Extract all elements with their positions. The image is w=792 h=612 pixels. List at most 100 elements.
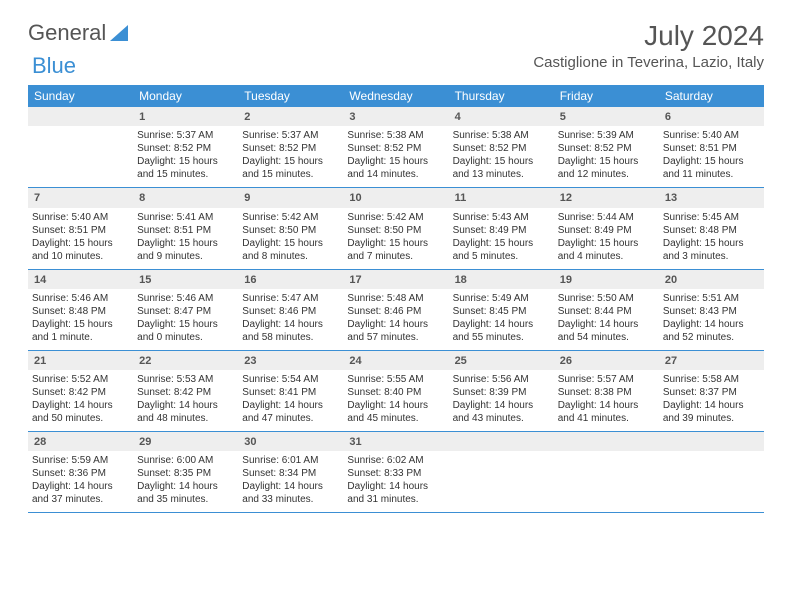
day-number-cell: 31 [343, 432, 448, 452]
sunrise-line: Sunrise: 5:53 AM [137, 373, 234, 386]
day-number-cell: 4 [449, 107, 554, 126]
sunset-line: Sunset: 8:49 PM [453, 224, 550, 237]
sunrise-line: Sunrise: 5:38 AM [453, 129, 550, 142]
day-cell: Sunrise: 6:02 AMSunset: 8:33 PMDaylight:… [343, 451, 448, 513]
sunrise-line: Sunrise: 5:43 AM [453, 211, 550, 224]
day-number-cell: 20 [659, 269, 764, 289]
day-number-cell [659, 432, 764, 452]
day-cell [449, 451, 554, 513]
day-number-cell: 18 [449, 269, 554, 289]
sunrise-line: Sunrise: 5:39 AM [558, 129, 655, 142]
daylight-line: Daylight: 15 hours and 3 minutes. [663, 237, 760, 263]
calendar-body: 123456 Sunrise: 5:37 AMSunset: 8:52 PMDa… [28, 107, 764, 513]
daylight-line: Daylight: 14 hours and 55 minutes. [453, 318, 550, 344]
daylight-line: Daylight: 14 hours and 35 minutes. [137, 480, 234, 506]
sunset-line: Sunset: 8:52 PM [558, 142, 655, 155]
sunset-line: Sunset: 8:40 PM [347, 386, 444, 399]
day-number-cell: 12 [554, 188, 659, 208]
day-number-cell [449, 432, 554, 452]
day-cell: Sunrise: 5:37 AMSunset: 8:52 PMDaylight:… [133, 126, 238, 188]
title-block: July 2024 Castiglione in Teverina, Lazio… [533, 20, 764, 71]
daylight-line: Daylight: 15 hours and 9 minutes. [137, 237, 234, 263]
sunset-line: Sunset: 8:48 PM [663, 224, 760, 237]
daylight-line: Daylight: 15 hours and 10 minutes. [32, 237, 129, 263]
day-cell: Sunrise: 5:38 AMSunset: 8:52 PMDaylight:… [449, 126, 554, 188]
sunset-line: Sunset: 8:44 PM [558, 305, 655, 318]
day-cell: Sunrise: 5:54 AMSunset: 8:41 PMDaylight:… [238, 370, 343, 432]
daylight-line: Daylight: 15 hours and 0 minutes. [137, 318, 234, 344]
daylight-line: Daylight: 15 hours and 8 minutes. [242, 237, 339, 263]
sunset-line: Sunset: 8:34 PM [242, 467, 339, 480]
sunrise-line: Sunrise: 5:55 AM [347, 373, 444, 386]
sunset-line: Sunset: 8:50 PM [347, 224, 444, 237]
day-number-row: 21222324252627 [28, 350, 764, 370]
day-cell: Sunrise: 5:42 AMSunset: 8:50 PMDaylight:… [238, 208, 343, 270]
weekday-header: Monday [133, 85, 238, 107]
sunrise-line: Sunrise: 5:38 AM [347, 129, 444, 142]
day-cell: Sunrise: 6:00 AMSunset: 8:35 PMDaylight:… [133, 451, 238, 513]
sunset-line: Sunset: 8:46 PM [347, 305, 444, 318]
sunset-line: Sunset: 8:35 PM [137, 467, 234, 480]
daylight-line: Daylight: 15 hours and 14 minutes. [347, 155, 444, 181]
location: Castiglione in Teverina, Lazio, Italy [533, 54, 764, 71]
sunset-line: Sunset: 8:38 PM [558, 386, 655, 399]
sunset-line: Sunset: 8:41 PM [242, 386, 339, 399]
day-number-cell: 10 [343, 188, 448, 208]
day-cell: Sunrise: 5:38 AMSunset: 8:52 PMDaylight:… [343, 126, 448, 188]
week-row: Sunrise: 5:40 AMSunset: 8:51 PMDaylight:… [28, 208, 764, 270]
day-number-cell: 15 [133, 269, 238, 289]
daylight-line: Daylight: 14 hours and 33 minutes. [242, 480, 339, 506]
day-cell: Sunrise: 5:45 AMSunset: 8:48 PMDaylight:… [659, 208, 764, 270]
day-number-cell [554, 432, 659, 452]
logo-text-1: General [28, 20, 106, 46]
day-number-cell [28, 107, 133, 126]
day-number-cell: 13 [659, 188, 764, 208]
day-cell: Sunrise: 5:52 AMSunset: 8:42 PMDaylight:… [28, 370, 133, 432]
daylight-line: Daylight: 14 hours and 39 minutes. [663, 399, 760, 425]
weekday-header: Sunday [28, 85, 133, 107]
logo-triangle-icon [110, 25, 128, 41]
sunset-line: Sunset: 8:51 PM [32, 224, 129, 237]
day-cell: Sunrise: 5:48 AMSunset: 8:46 PMDaylight:… [343, 289, 448, 351]
day-number-cell: 27 [659, 350, 764, 370]
daylight-line: Daylight: 14 hours and 57 minutes. [347, 318, 444, 344]
day-cell: Sunrise: 5:49 AMSunset: 8:45 PMDaylight:… [449, 289, 554, 351]
day-cell: Sunrise: 5:56 AMSunset: 8:39 PMDaylight:… [449, 370, 554, 432]
day-number-cell: 9 [238, 188, 343, 208]
sunrise-line: Sunrise: 5:42 AM [347, 211, 444, 224]
day-number-cell: 30 [238, 432, 343, 452]
sunrise-line: Sunrise: 5:56 AM [453, 373, 550, 386]
sunset-line: Sunset: 8:42 PM [32, 386, 129, 399]
logo: General [28, 20, 128, 46]
daylight-line: Daylight: 15 hours and 15 minutes. [242, 155, 339, 181]
day-number-cell: 29 [133, 432, 238, 452]
day-number-cell: 16 [238, 269, 343, 289]
sunrise-line: Sunrise: 5:59 AM [32, 454, 129, 467]
sunset-line: Sunset: 8:51 PM [663, 142, 760, 155]
daylight-line: Daylight: 15 hours and 13 minutes. [453, 155, 550, 181]
day-number-cell: 26 [554, 350, 659, 370]
daylight-line: Daylight: 15 hours and 12 minutes. [558, 155, 655, 181]
sunset-line: Sunset: 8:52 PM [347, 142, 444, 155]
day-cell: Sunrise: 5:39 AMSunset: 8:52 PMDaylight:… [554, 126, 659, 188]
day-number-cell: 11 [449, 188, 554, 208]
day-number-row: 14151617181920 [28, 269, 764, 289]
day-number-cell: 24 [343, 350, 448, 370]
day-number-cell: 7 [28, 188, 133, 208]
day-cell: Sunrise: 5:40 AMSunset: 8:51 PMDaylight:… [28, 208, 133, 270]
week-row: Sunrise: 5:37 AMSunset: 8:52 PMDaylight:… [28, 126, 764, 188]
day-number-cell: 6 [659, 107, 764, 126]
daylight-line: Daylight: 15 hours and 4 minutes. [558, 237, 655, 263]
day-number-cell: 28 [28, 432, 133, 452]
day-cell: Sunrise: 5:59 AMSunset: 8:36 PMDaylight:… [28, 451, 133, 513]
day-cell [28, 126, 133, 188]
weekday-header: Thursday [449, 85, 554, 107]
day-cell: Sunrise: 5:53 AMSunset: 8:42 PMDaylight:… [133, 370, 238, 432]
sunrise-line: Sunrise: 5:37 AM [242, 129, 339, 142]
daylight-line: Daylight: 14 hours and 45 minutes. [347, 399, 444, 425]
sunrise-line: Sunrise: 6:00 AM [137, 454, 234, 467]
daylight-line: Daylight: 15 hours and 11 minutes. [663, 155, 760, 181]
sunset-line: Sunset: 8:50 PM [242, 224, 339, 237]
sunset-line: Sunset: 8:47 PM [137, 305, 234, 318]
sunset-line: Sunset: 8:37 PM [663, 386, 760, 399]
